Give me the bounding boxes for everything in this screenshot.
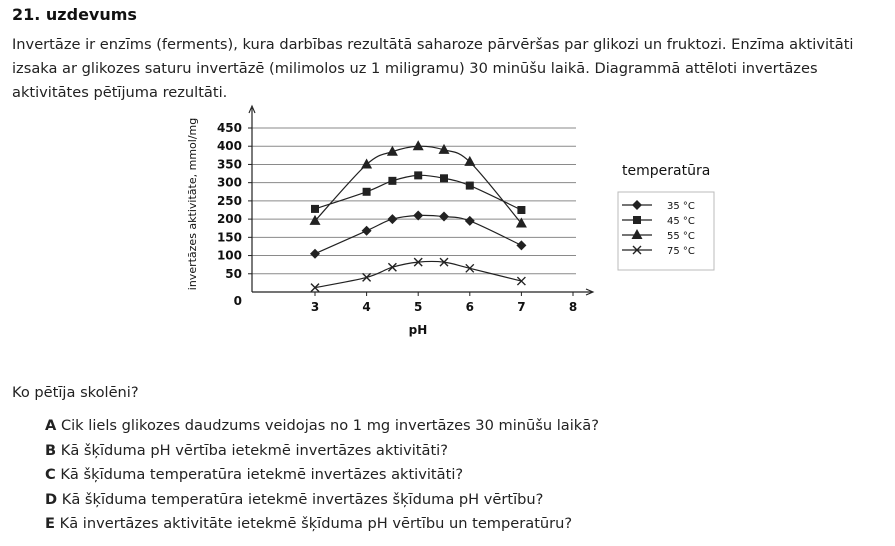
y-tick-label: 100 <box>217 249 242 263</box>
y-axis-label: invertāzes aktivitāte, mmol/mg <box>186 118 199 290</box>
y-tick-label: 400 <box>217 139 242 153</box>
data-point <box>362 272 372 282</box>
option-text: Kā šķīduma pH vērtība ietekmē invertāzes… <box>60 441 448 459</box>
x-tick-label: 6 <box>466 300 474 314</box>
data-point <box>387 262 397 272</box>
y-tick-label: 50 <box>225 267 242 281</box>
legend-marker <box>631 229 643 239</box>
option-letter: B <box>45 441 57 459</box>
data-point <box>413 257 423 267</box>
y-axis-arrow <box>248 104 256 114</box>
data-point <box>440 174 448 183</box>
data-point <box>517 206 526 214</box>
option-letter: A <box>45 417 57 434</box>
data-point <box>438 143 450 154</box>
x-axis-arrow <box>585 288 595 296</box>
data-point <box>412 140 424 151</box>
legend-marker <box>633 216 641 224</box>
y-tick-label: 450 <box>217 121 242 135</box>
x-tick-label: 5 <box>414 300 422 314</box>
y-tick-label: 300 <box>217 176 242 190</box>
question-text: Ko pētīja skolēni? <box>12 384 139 401</box>
answer-option-b[interactable]: B Kā šķīduma pH vērtība ietekmē invertāz… <box>45 439 599 464</box>
data-point <box>413 210 424 221</box>
legend-entry: 55 °C <box>667 231 695 242</box>
option-letter: C <box>45 466 56 483</box>
origin-label: 0 <box>234 294 242 308</box>
answer-option-d[interactable]: D Kā šķīduma temperatūra ietekmē invertā… <box>45 488 599 513</box>
data-point <box>361 158 373 169</box>
answer-option-a[interactable]: A Cik liels glikozes daudzums veidojas n… <box>45 414 599 439</box>
data-point <box>516 276 526 286</box>
data-point <box>387 214 398 225</box>
answer-option-c[interactable]: C Kā šķīduma temperatūra ietekmē invertā… <box>45 463 599 488</box>
task-intro: Invertāze ir enzīms (ferments), kura dar… <box>12 36 854 101</box>
x-axis-label: pH <box>409 323 428 337</box>
data-point <box>362 187 371 196</box>
x-tick-label: 7 <box>517 300 525 314</box>
data-point <box>310 248 320 259</box>
data-point <box>465 263 475 273</box>
data-point <box>465 181 474 190</box>
legend-title: temperatūra <box>622 163 710 179</box>
activity-chart: 50 100 150 200 250 300 350 400 450 0 3 4 5 6 7 8 pH inver… <box>186 104 715 337</box>
answer-option-e[interactable]: E Kā invertāzes aktivitāte ietekmē šķīdu… <box>45 512 599 537</box>
option-text: Kā šķīduma temperatūra ietekmē invertāze… <box>61 490 544 508</box>
option-letter: D <box>45 490 58 508</box>
legend-entry: 45 °C <box>667 216 695 227</box>
option-letter: E <box>45 515 55 532</box>
task-title: 21. uzdevums <box>12 5 137 24</box>
answer-options: A Cik liels glikozes daudzums veidojas n… <box>45 414 599 537</box>
data-point <box>464 155 476 166</box>
data-point <box>515 217 527 228</box>
legend-marker <box>632 245 642 255</box>
y-tick-label: 150 <box>217 230 242 244</box>
data-point <box>310 283 320 293</box>
x-tick-label: 4 <box>362 300 370 314</box>
data-point <box>464 215 475 226</box>
x-tick-label: 8 <box>569 300 577 314</box>
legend-entry: 75 °C <box>667 246 695 257</box>
option-text: Kā invertāzes aktivitāte ietekmē šķīduma… <box>59 515 573 532</box>
legend-box <box>617 191 715 271</box>
data-point <box>386 145 398 156</box>
series-line-2 <box>314 174 522 211</box>
legend-entry: 35 °C <box>667 201 695 212</box>
data-point <box>309 214 321 225</box>
y-tick-label: 350 <box>217 157 242 171</box>
data-point <box>439 211 449 222</box>
data-point <box>361 225 372 236</box>
y-tick-label: 250 <box>217 194 242 208</box>
data-point <box>388 176 397 185</box>
data-point <box>516 240 527 251</box>
legend-marker <box>632 200 642 210</box>
data-point <box>414 171 423 180</box>
option-text: Kā šķīduma temperatūra ietekmē invertāze… <box>60 466 464 483</box>
y-tick-label: 200 <box>217 212 242 226</box>
series-line-1 <box>314 214 522 255</box>
option-text: Cik liels glikozes daudzums veidojas no … <box>60 417 599 434</box>
series-line-4 <box>314 260 522 289</box>
data-point <box>439 257 449 267</box>
data-point <box>311 204 319 213</box>
x-tick-label: 3 <box>311 300 319 314</box>
